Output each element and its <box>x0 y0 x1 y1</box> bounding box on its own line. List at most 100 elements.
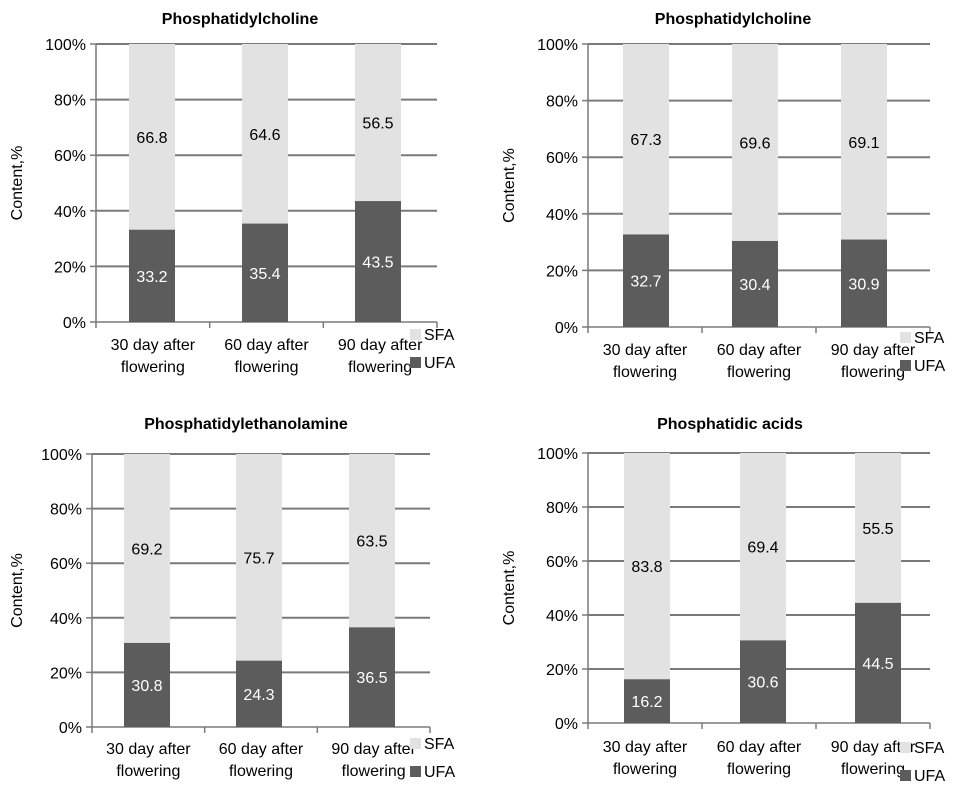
y-tick-label: 100% <box>45 37 86 54</box>
chart-title: Phosphatidylcholine <box>655 11 812 28</box>
legend-swatch-sfa <box>900 332 911 343</box>
data-label-ufa: 30.4 <box>739 277 770 294</box>
chart-svg: Phosphatidylcholine 0% 20% 40% 60% 80% 100% Con… <box>501 11 945 381</box>
data-label-ufa: 36.5 <box>356 670 387 687</box>
x-category-label: flowering <box>613 761 677 778</box>
x-category-label: flowering <box>121 359 185 376</box>
bar-ufa <box>841 239 887 327</box>
bar-ufa <box>740 640 786 723</box>
bar-sfa <box>740 453 786 641</box>
data-label-sfa: 75.7 <box>243 550 274 567</box>
legend-label-sfa: SFA <box>914 740 945 757</box>
x-category-label: 90 day after <box>831 739 916 756</box>
chart-svg: Phosphatidylethanolamine 0% 20% 40% 60% 80% 10… <box>9 416 455 781</box>
x-category-label: 90 day after <box>338 337 423 354</box>
legend-label-sfa: SFA <box>914 330 945 347</box>
y-tick-label: 100% <box>41 447 82 464</box>
bar-ufa <box>129 229 175 322</box>
data-label-sfa: 69.2 <box>131 541 162 558</box>
y-tick-label: 60% <box>546 554 578 571</box>
data-label-sfa: 64.6 <box>249 127 280 144</box>
legend-label-sfa: SFA <box>424 736 455 753</box>
data-label-sfa: 83.8 <box>631 559 662 576</box>
bar-sfa <box>236 454 282 661</box>
data-label-sfa: 66.8 <box>136 130 167 147</box>
chart-title: Phosphatidic acids <box>657 416 803 433</box>
bar-sfa <box>855 453 901 603</box>
y-tick-label: 60% <box>54 148 86 165</box>
data-label-sfa: 55.5 <box>862 521 893 538</box>
y-tick-label: 80% <box>54 93 86 110</box>
legend-swatch-ufa <box>900 360 911 371</box>
data-label-ufa: 33.2 <box>136 269 167 286</box>
y-tick-label: 60% <box>546 150 578 167</box>
legend-swatch-sfa <box>410 738 421 749</box>
data-label-sfa: 69.6 <box>739 135 770 152</box>
y-tick-label: 40% <box>50 611 82 628</box>
x-category-label: 90 day after <box>831 342 916 359</box>
chart-panel-pe: Phosphatidylethanolamine 0% 20% 40% 60% 80% 10… <box>0 397 487 794</box>
x-category-label: flowering <box>229 763 293 780</box>
x-category-label: 60 day after <box>717 739 802 756</box>
data-label-sfa: 56.5 <box>362 116 393 133</box>
x-category-label: 60 day after <box>717 342 802 359</box>
y-tick-label: 20% <box>50 665 82 682</box>
y-tick-label: 100% <box>537 37 578 54</box>
legend-swatch-sfa <box>900 742 911 753</box>
bar-ufa <box>236 660 282 727</box>
legend-swatch-ufa <box>900 770 911 781</box>
bar-ufa <box>623 234 669 327</box>
x-category-label: 30 day after <box>106 741 191 758</box>
y-tick-label: 0% <box>555 716 578 733</box>
x-category-label: flowering <box>841 364 905 381</box>
chart-svg: Phosphatidic acids 0% 20% 40% 60% 80% 100% Cont… <box>501 416 945 785</box>
chart-panel-pc-1: Phosphatidylcholine 0% 20% 40% 60% 80% 100% Con… <box>0 0 487 397</box>
y-tick-label: 20% <box>546 662 578 679</box>
data-label-ufa: 44.5 <box>862 656 893 673</box>
chart-svg: Phosphatidylcholine 0% 20% 40% 60% 80% 100% Con… <box>9 11 455 376</box>
y-tick-label: 0% <box>555 320 578 337</box>
x-category-label: 60 day after <box>224 337 309 354</box>
chart-panel-pc-2: Phosphatidylcholine 0% 20% 40% 60% 80% 100% Con… <box>487 0 974 397</box>
bar-sfa <box>841 44 887 240</box>
y-axis-label: Content,% <box>9 146 26 221</box>
x-category-label: flowering <box>342 763 406 780</box>
x-category-label: flowering <box>613 364 677 381</box>
data-label-ufa: 30.9 <box>848 276 879 293</box>
x-category-label: flowering <box>841 761 905 778</box>
y-tick-label: 40% <box>546 608 578 625</box>
data-label-ufa: 30.8 <box>131 678 162 695</box>
y-axis-label: Content,% <box>9 553 26 628</box>
x-category-label: flowering <box>727 364 791 381</box>
x-category-label: 30 day after <box>111 337 196 354</box>
legend-label-ufa: UFA <box>424 355 455 372</box>
bar-ufa <box>624 679 670 723</box>
y-tick-label: 60% <box>50 556 82 573</box>
y-tick-label: 20% <box>546 263 578 280</box>
data-label-sfa: 69.4 <box>747 540 778 557</box>
x-category-label: 60 day after <box>219 741 304 758</box>
y-tick-label: 40% <box>54 204 86 221</box>
legend-label-ufa: UFA <box>914 768 945 785</box>
bar-sfa <box>624 453 670 680</box>
data-label-ufa: 35.4 <box>249 266 280 283</box>
bar-ufa <box>349 627 395 727</box>
legend-label-sfa: SFA <box>424 327 455 344</box>
chart-title: Phosphatidylethanolamine <box>144 416 348 433</box>
data-label-sfa: 67.3 <box>630 132 661 149</box>
bar-sfa <box>129 44 175 230</box>
y-tick-label: 0% <box>59 720 82 737</box>
data-label-sfa: 69.1 <box>848 135 879 152</box>
y-tick-label: 80% <box>50 502 82 519</box>
bar-sfa <box>355 44 401 202</box>
x-category-label: flowering <box>727 761 791 778</box>
data-label-ufa: 16.2 <box>631 694 662 711</box>
bar-ufa <box>732 240 778 327</box>
x-category-label: 30 day after <box>603 342 688 359</box>
x-category-label: flowering <box>234 359 298 376</box>
y-tick-label: 80% <box>546 94 578 111</box>
bar-sfa <box>732 44 778 241</box>
legend-swatch-ufa <box>410 766 421 777</box>
data-label-ufa: 24.3 <box>243 687 274 704</box>
data-label-sfa: 63.5 <box>356 534 387 551</box>
